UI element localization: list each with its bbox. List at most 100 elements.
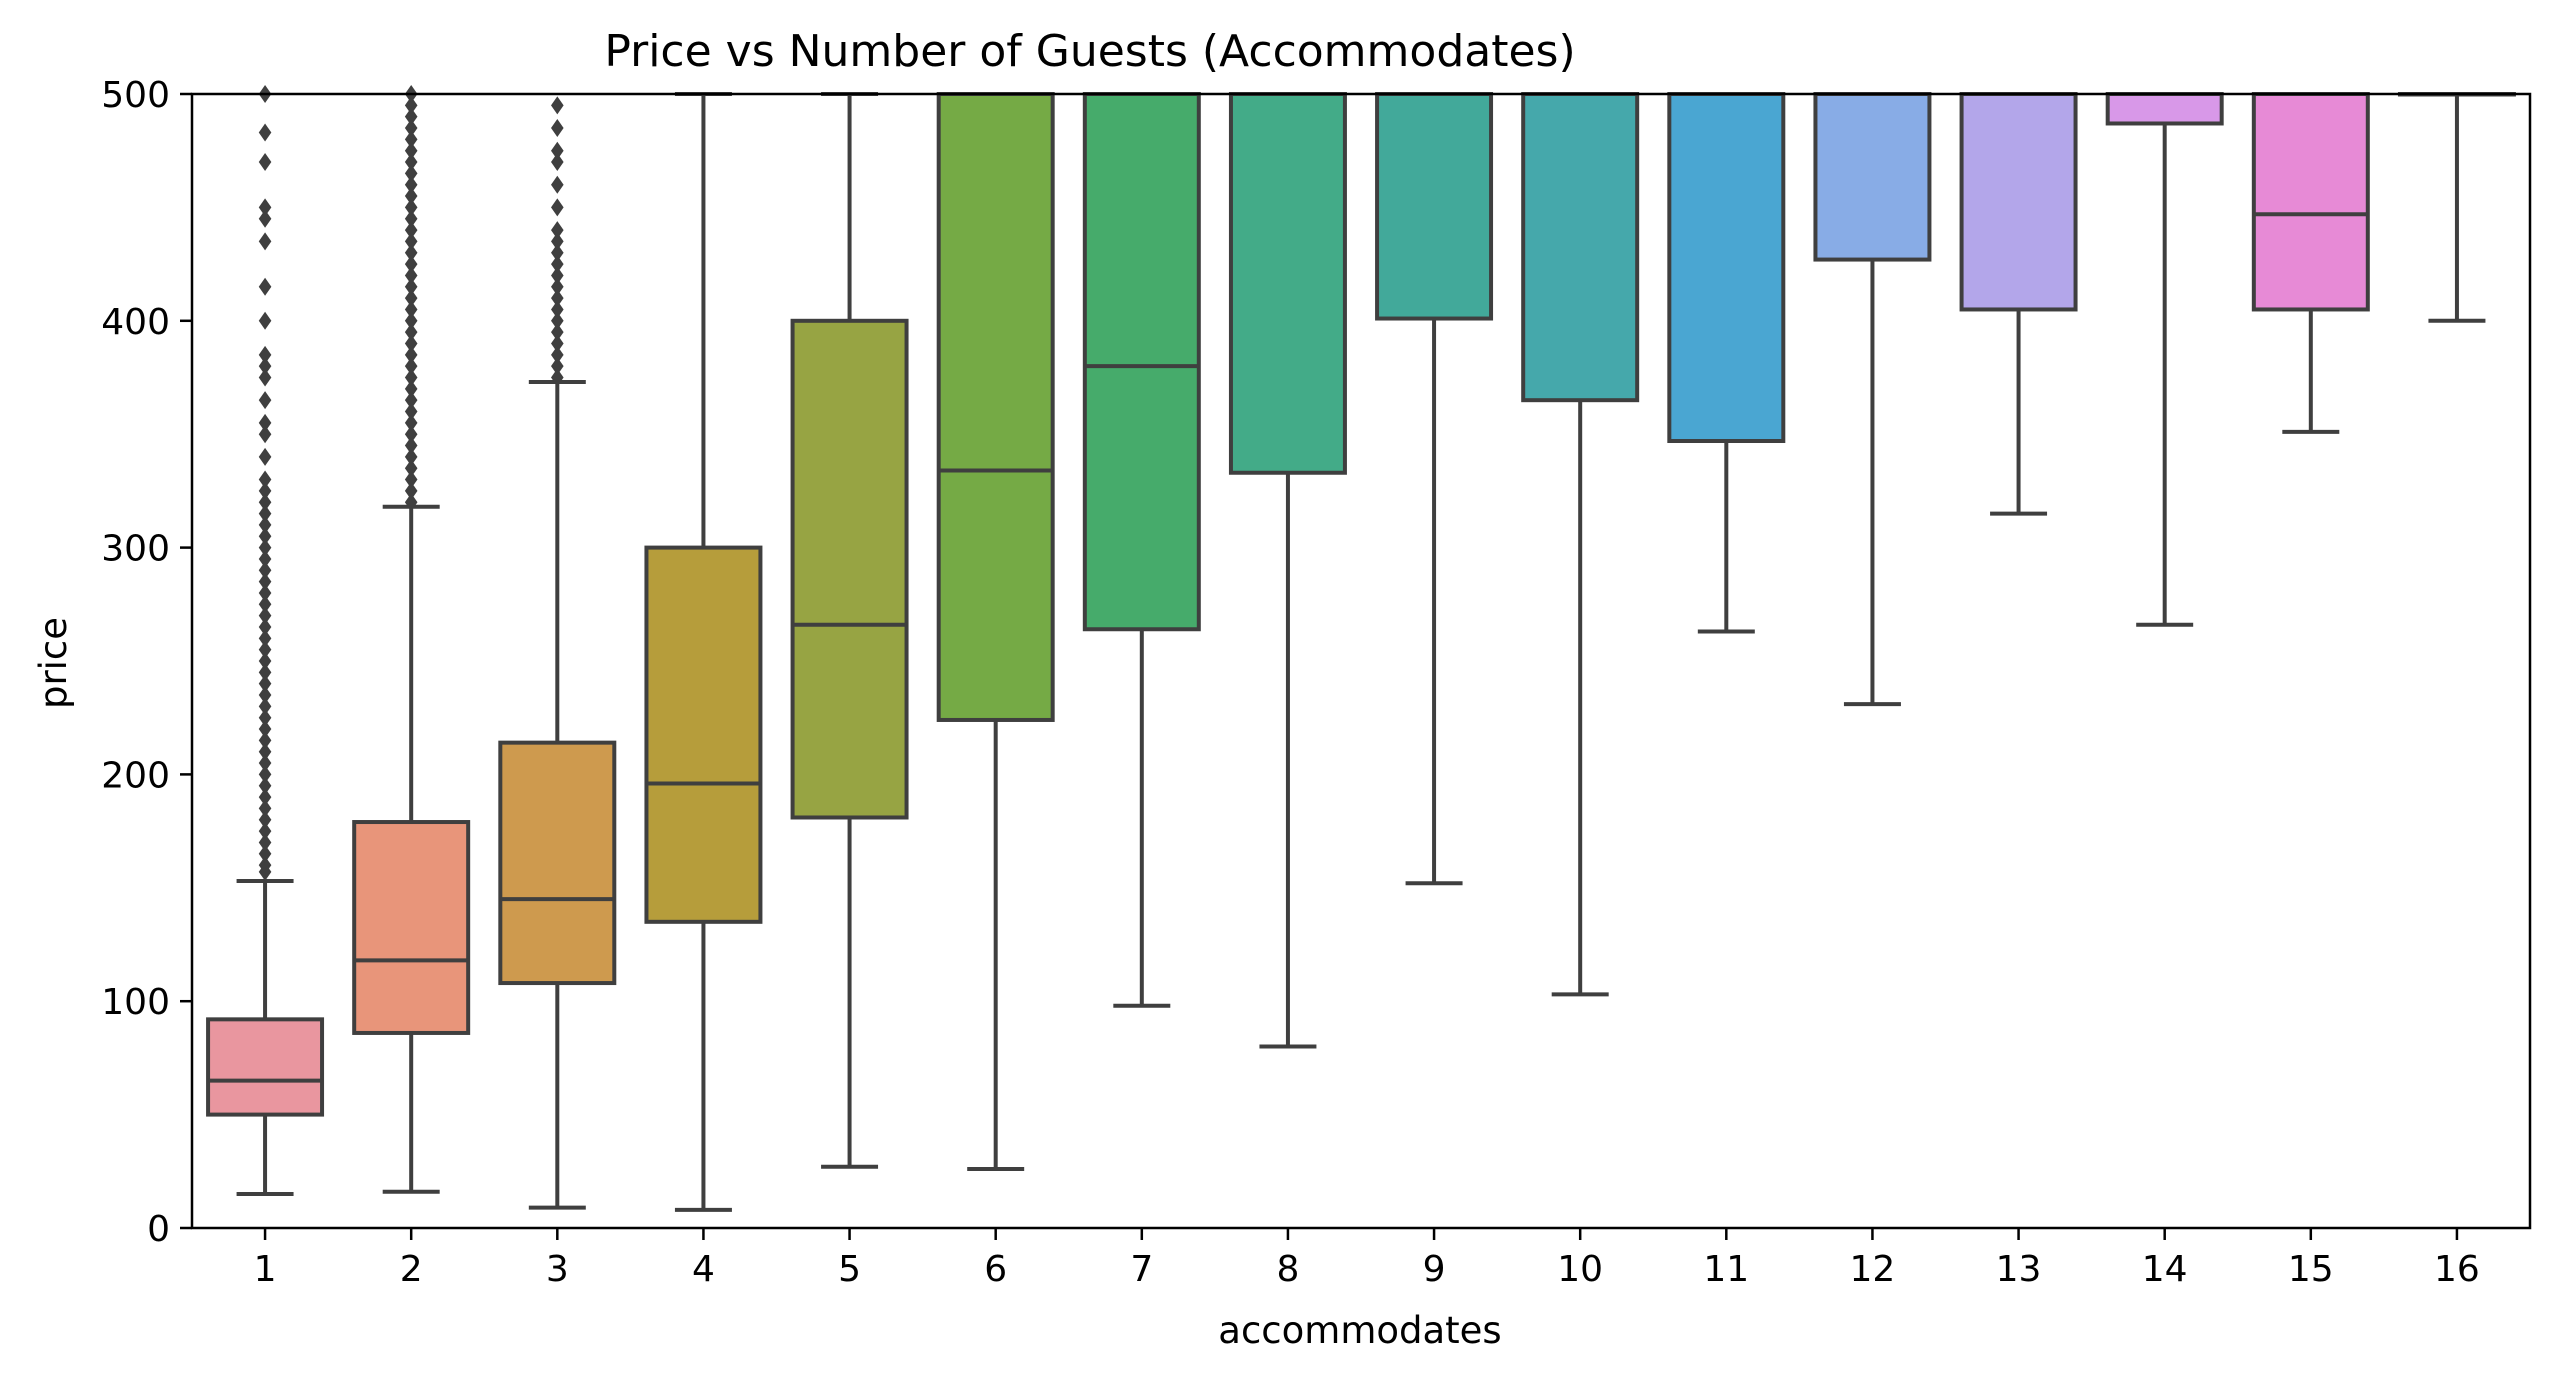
- outlier-point: [551, 277, 564, 296]
- outlier-point: [404, 107, 418, 126]
- outlier-point: [404, 153, 418, 172]
- outlier-point: [258, 606, 272, 625]
- box-group-13: [1959, 92, 2078, 516]
- box-body: [1813, 92, 1932, 262]
- outlier-point: [258, 617, 272, 636]
- x-tick-label: 10: [1557, 1249, 1603, 1290]
- outlier-point: [404, 277, 418, 296]
- outlier-point: [258, 391, 272, 410]
- y-axis: 0 100 200 300 400 500: [101, 75, 192, 1250]
- outlier-point: [404, 255, 418, 274]
- box-body: [498, 740, 617, 986]
- y-tick-label: 500: [101, 75, 170, 116]
- outlier-point: [404, 289, 418, 308]
- outlier-point: [404, 266, 418, 285]
- outlier-point: [258, 504, 272, 523]
- outlier-point: [551, 141, 564, 160]
- outlier-point: [258, 742, 272, 761]
- outlier-point: [258, 663, 272, 682]
- x-tick-label: 11: [1703, 1249, 1749, 1290]
- outlier-point: [404, 345, 418, 364]
- outlier-point: [404, 323, 418, 342]
- box-group-11: [1667, 92, 1786, 634]
- box-body: [1228, 92, 1347, 475]
- outlier-point: [551, 357, 564, 376]
- outlier-point: [258, 799, 272, 818]
- outlier-point: [404, 198, 418, 217]
- outlier-point: [258, 447, 272, 466]
- outlier-point: [258, 425, 272, 444]
- outlier-point: [258, 153, 272, 172]
- box-group-9: [1375, 92, 1494, 886]
- x-tick-label: 5: [838, 1249, 861, 1290]
- outlier-point: [404, 221, 418, 240]
- outlier-point: [258, 708, 272, 727]
- x-tick-label: 14: [2142, 1249, 2188, 1290]
- outlier-point: [258, 720, 272, 739]
- outlier-point: [258, 277, 272, 296]
- outlier-point: [551, 119, 564, 138]
- box-group-3: [498, 96, 617, 1210]
- box-body: [1375, 92, 1494, 321]
- outlier-point: [258, 198, 272, 217]
- box-body: [1959, 92, 2078, 312]
- outlier-point: [258, 538, 272, 557]
- box-group-15: [2251, 92, 2370, 434]
- outlier-point: [551, 289, 564, 308]
- plot-frame: [190, 92, 2532, 1230]
- x-tick-label: 7: [1130, 1249, 1153, 1290]
- outlier-point: [404, 96, 418, 115]
- outlier-point: [551, 153, 564, 172]
- x-tick-label: 8: [1276, 1249, 1299, 1290]
- outlier-point: [404, 391, 418, 410]
- x-tick-label: 3: [546, 1249, 569, 1290]
- outlier-point: [258, 572, 272, 591]
- outlier-point: [258, 515, 272, 534]
- x-tick-label: 15: [2288, 1249, 2334, 1290]
- outlier-point: [404, 447, 418, 466]
- outlier-point: [258, 209, 272, 228]
- outlier-point: [258, 493, 272, 512]
- outlier-point: [258, 368, 272, 387]
- box-group-4: [644, 92, 763, 1212]
- outlier-point: [258, 561, 272, 580]
- box-group-8: [1228, 92, 1347, 1049]
- outlier-point: [258, 822, 272, 841]
- x-tick-label: 12: [1850, 1249, 1896, 1290]
- outlier-point: [404, 232, 418, 251]
- outlier-point: [258, 345, 272, 364]
- outlier-point: [258, 788, 272, 807]
- box-body: [790, 318, 909, 820]
- outlier-point: [404, 311, 418, 330]
- y-tick-label: 200: [101, 755, 170, 796]
- box-body: [1082, 92, 1201, 632]
- outlier-point: [258, 856, 272, 875]
- outlier-point: [258, 731, 272, 750]
- outlier-point: [551, 300, 564, 319]
- outlier-point: [258, 481, 272, 500]
- outlier-point: [404, 413, 418, 432]
- box-group-10: [1521, 92, 1640, 997]
- outlier-point: [258, 810, 272, 829]
- outlier-point: [551, 198, 564, 217]
- outlier-point: [258, 549, 272, 568]
- outlier-point: [258, 674, 272, 693]
- outlier-point: [404, 119, 418, 138]
- x-tick-label: 16: [2434, 1249, 2480, 1290]
- x-axis-label: accommodates: [1218, 1309, 1501, 1352]
- outlier-point: [258, 357, 272, 376]
- y-tick-label: 400: [101, 302, 170, 343]
- outlier-point: [404, 175, 418, 194]
- outlier-point: [258, 765, 272, 784]
- box-body: [352, 820, 471, 1035]
- outlier-point: [404, 402, 418, 421]
- box-group-12: [1813, 92, 1932, 707]
- box-group-1: [206, 85, 325, 1196]
- outlier-point: [551, 266, 564, 285]
- outlier-point: [404, 459, 418, 478]
- outlier-point: [551, 221, 564, 240]
- outlier-point: [258, 123, 272, 142]
- outlier-point: [258, 583, 272, 602]
- outlier-point: [404, 300, 418, 319]
- plot-area: [190, 85, 2532, 1230]
